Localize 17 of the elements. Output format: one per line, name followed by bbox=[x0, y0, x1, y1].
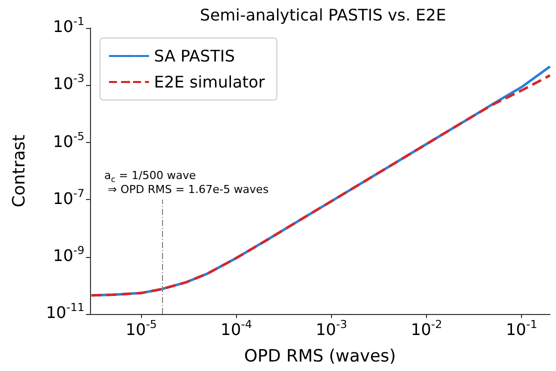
x-tick-label: 10$^{-1}$ bbox=[506, 318, 538, 339]
y-tick-label: 10$^{-7}$ bbox=[53, 186, 84, 208]
legend-label: E2E simulator bbox=[154, 72, 266, 92]
annotation: a$_{c}$ = 1/500 wave ⇒ OPD RMS = 1.67e-5 waves bbox=[104, 168, 269, 197]
y-tick-label: 10$^{-9}$ bbox=[53, 244, 84, 265]
x-tick-label: 10$^{-2}$ bbox=[410, 318, 442, 339]
legend-label: SA PASTIS bbox=[154, 46, 235, 66]
x-axis-title: OPD RMS (waves) bbox=[244, 346, 396, 366]
chart-title: Semi-analytical PASTIS vs. E2E bbox=[200, 6, 446, 24]
y-tick-label: 10$^{-11}$ bbox=[46, 301, 84, 322]
y-tick-label: 10$^{-1}$ bbox=[53, 15, 84, 36]
y-axis-title: Contrast bbox=[10, 134, 30, 208]
x-tick-label: 10$^{-5}$ bbox=[126, 318, 157, 339]
x-tick-label: 10$^{-3}$ bbox=[316, 318, 348, 339]
y-tick-label: 10$^{-5}$ bbox=[53, 130, 84, 151]
y-tick-label: 10$^{-3}$ bbox=[53, 72, 84, 94]
x-tick-label: 10$^{-4}$ bbox=[220, 318, 252, 339]
